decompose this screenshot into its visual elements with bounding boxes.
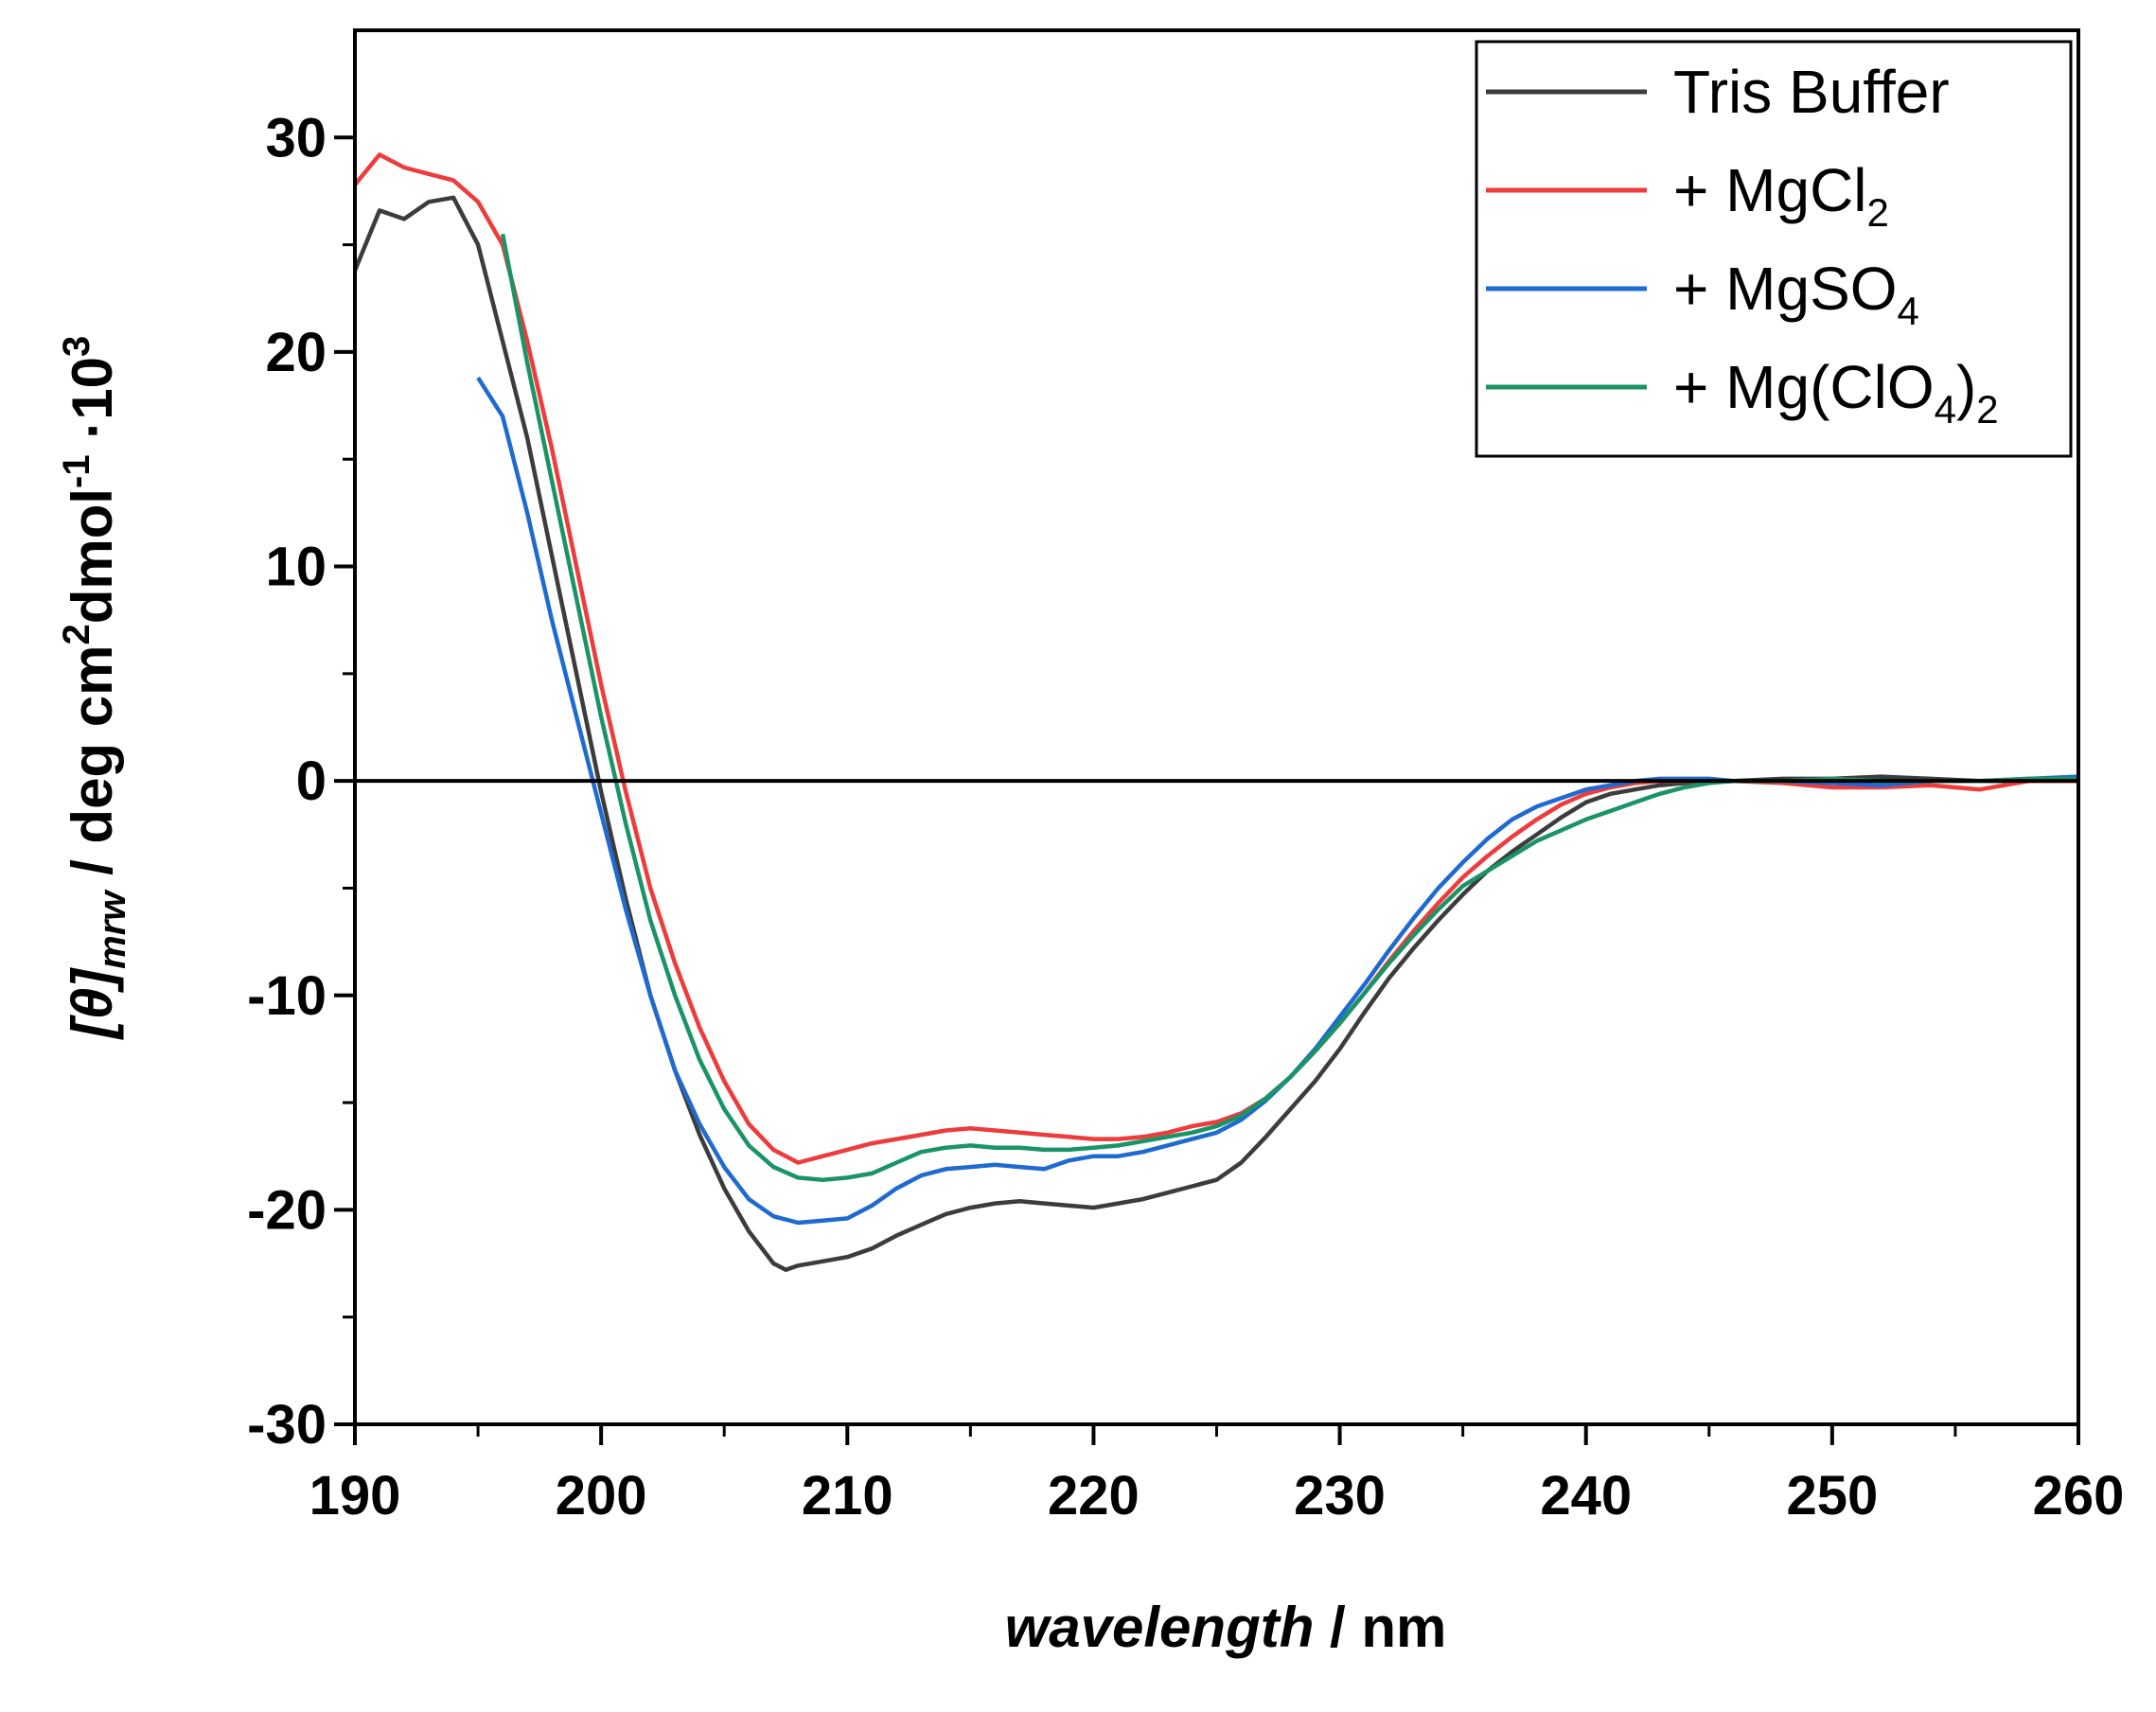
x-axis-title: wavelength / nm: [1005, 1596, 1447, 1659]
series-line-4: [500, 233, 2078, 1182]
x-tick-label: 200: [556, 1465, 647, 1527]
y-tick-label: 20: [265, 322, 327, 383]
y-axis-title-unit-c: ·10: [61, 357, 124, 454]
x-tick-label: 210: [802, 1465, 893, 1527]
y-tick-label: -20: [247, 1179, 327, 1241]
legend-label-4: + Mg(ClO4)2: [1673, 353, 1999, 432]
x-axis-title-unit: / nm: [1314, 1596, 1446, 1659]
x-axis-title-italic: wavelength: [1005, 1596, 1315, 1659]
x-tick-label: 240: [1540, 1465, 1632, 1527]
y-tick-label: 10: [265, 537, 327, 598]
y-tick-label: -30: [247, 1394, 327, 1456]
tick-labels: 190 200 210 220 230 240 250 260 -30 -20 -10 0 10 20 30: [247, 107, 2124, 1527]
plot-frame: [353, 28, 2080, 1426]
y-axis-title-unit-a: / deg cm: [61, 645, 124, 891]
legend-label-2: + MgCl2: [1673, 156, 1889, 235]
series-line-3: [476, 376, 2079, 1226]
y-axis-title-subscript: mrw: [92, 889, 133, 969]
x-tick-label: 250: [1786, 1465, 1878, 1527]
x-tick-label: 220: [1048, 1465, 1140, 1527]
legend-label-3: + MgSO4: [1673, 255, 1919, 333]
y-tick-label: -10: [247, 965, 327, 1027]
axis-ticks: [334, 135, 2080, 1445]
series-line-1: [352, 195, 2079, 1273]
y-axis-title-unit-b: dmol: [61, 488, 124, 624]
x-tick-label: 260: [2033, 1465, 2125, 1527]
x-tick-label: 190: [309, 1465, 401, 1527]
legend: Tris Buffer + MgCl2 + MgSO4 + Mg(ClO4)2: [1475, 40, 2073, 458]
y-axis-title-theta: [θ]: [61, 967, 124, 1040]
x-tick-label: 230: [1294, 1465, 1386, 1527]
y-axis-title-sup-c: 3: [56, 336, 97, 357]
y-axis-title-sup-b: -1: [56, 454, 97, 488]
y-axis-title: [θ]mrw / deg cm2dmol-1 ·103: [56, 336, 133, 1041]
legend-label-1: Tris Buffer: [1673, 58, 1950, 126]
y-tick-label: 30: [265, 107, 327, 168]
y-tick-label: 0: [296, 750, 327, 812]
y-axis-title-sup-a: 2: [56, 624, 97, 644]
